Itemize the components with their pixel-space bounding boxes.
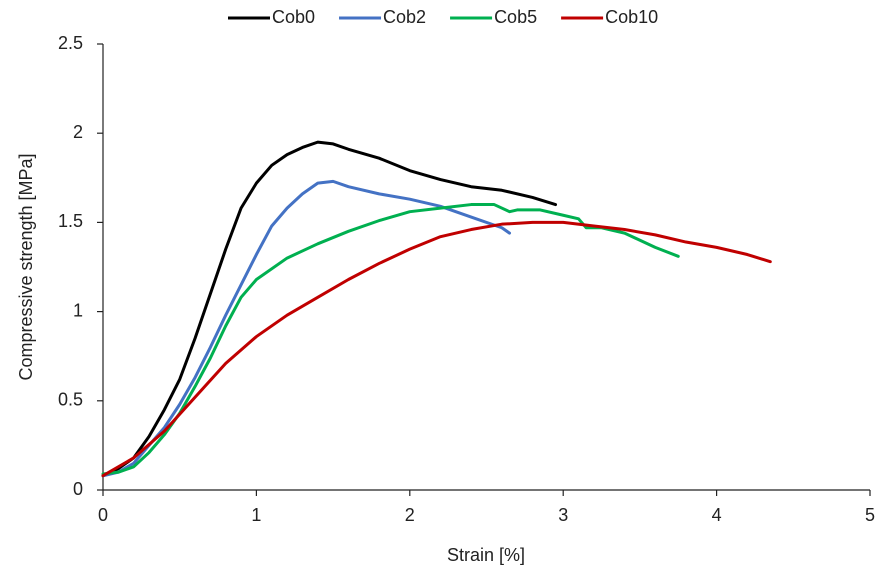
y-tick-label: 2 [73, 122, 83, 142]
data-line [101, 220, 772, 478]
legend-label: Cob2 [383, 7, 426, 27]
x-axis-label: Strain [%] [447, 545, 525, 565]
x-tick-label: 1 [251, 505, 261, 525]
y-axis-label: Compressive strength [MPa] [16, 153, 36, 380]
legend-label: Cob10 [605, 7, 658, 27]
x-tick-label: 0 [98, 505, 108, 525]
x-tick-label: 3 [558, 505, 568, 525]
legend-label: Cob5 [494, 7, 537, 27]
data-line [101, 203, 680, 476]
y-tick-label: 0 [73, 479, 83, 499]
legend-label: Cob0 [272, 7, 315, 27]
x-tick-label: 2 [405, 505, 415, 525]
y-tick-label: 2.5 [58, 33, 83, 53]
data-line [101, 140, 558, 478]
data-line [101, 179, 512, 478]
y-tick-label: 0.5 [58, 390, 83, 410]
x-tick-label: 5 [865, 505, 875, 525]
y-tick-label: 1 [73, 300, 83, 320]
y-tick-label: 1.5 [58, 211, 83, 231]
x-tick-label: 4 [712, 505, 722, 525]
